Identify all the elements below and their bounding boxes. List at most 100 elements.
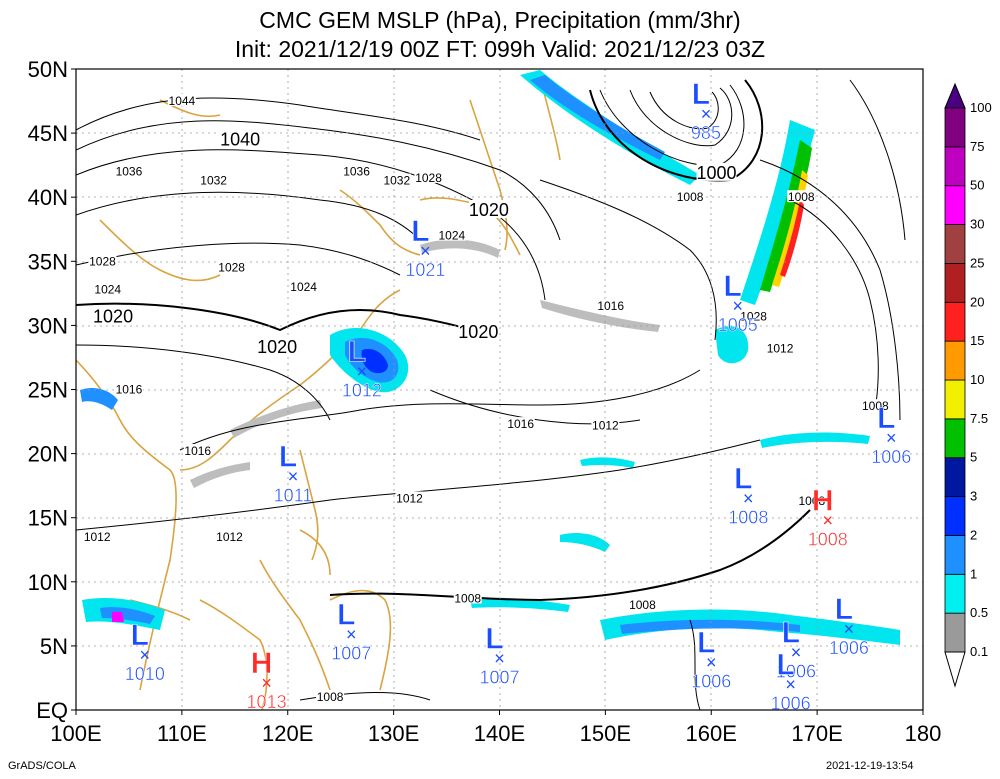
center-x-marker: × xyxy=(357,362,368,382)
isobar-label: 1036 xyxy=(343,165,370,179)
lat-tick-label: 35N xyxy=(28,249,68,274)
low-marker: L xyxy=(279,441,297,474)
pressure-centers: L×985L×1021L×1005L×1012L×1006L×1011L×100… xyxy=(125,78,912,713)
lon-tick-label: 150E xyxy=(580,721,631,746)
isobar-label-bg xyxy=(167,94,196,107)
isobar-label: 1008 xyxy=(798,494,825,508)
high-pressure-center: H×1013 xyxy=(246,647,287,712)
isobar-label: 1016 xyxy=(116,383,143,397)
center-x-marker: × xyxy=(420,241,431,261)
colorbar-level-label: 0.5 xyxy=(970,605,988,620)
lon-tick-label: 170E xyxy=(791,721,842,746)
isobar-label: 1008 xyxy=(862,399,889,413)
center-pressure-value: 1006 xyxy=(829,638,869,658)
isobar-label-bg xyxy=(215,529,244,542)
low-marker: L xyxy=(877,402,895,435)
isobar-label: 1008 xyxy=(454,591,481,605)
colorbar-level-label: 15 xyxy=(970,333,984,348)
colorbar-level-label: 7.5 xyxy=(970,411,988,426)
precip-colorbar: 0.1 0.5 1 2 3 5 7.5 10 15 20 25 30 50 75 100 xyxy=(944,82,992,688)
center-pressure-value: 1006 xyxy=(871,447,911,467)
colorbar-box xyxy=(944,612,966,653)
isobar-label: 1016 xyxy=(597,299,624,313)
low-pressure-center: L×1006 xyxy=(829,593,870,659)
center-x-marker: × xyxy=(822,510,833,530)
center-x-marker: × xyxy=(791,642,802,662)
center-x-marker: × xyxy=(701,104,712,124)
lat-tick-label: 25N xyxy=(28,378,68,403)
isobar-label: 1012 xyxy=(592,418,619,432)
low-marker: L xyxy=(782,616,800,649)
isobar-label-bg xyxy=(696,162,737,181)
lat-tick-label: 45N xyxy=(28,121,68,146)
low-pressure-center: L×1006 xyxy=(871,402,912,468)
isobar-label-bg xyxy=(766,341,795,354)
high-marker: H xyxy=(812,484,834,517)
isobar-label-bg xyxy=(861,399,890,412)
low-marker: L xyxy=(411,215,429,248)
isobar-label-bg xyxy=(257,337,298,356)
center-pressure-value: 1006 xyxy=(691,672,731,692)
center-x-marker: × xyxy=(346,624,357,644)
center-x-marker: × xyxy=(706,653,717,673)
low-pressure-center: L×985 xyxy=(691,78,722,144)
isobar-label-bg xyxy=(114,382,143,395)
colorbar-level-label: 30 xyxy=(970,217,984,232)
colorbar-level-label: 3 xyxy=(970,489,977,504)
low-pressure-center: L×1006 xyxy=(776,616,817,682)
isobar-label: 1028 xyxy=(415,171,442,185)
isobar-label: 1020 xyxy=(257,337,297,357)
isobar-label: 1040 xyxy=(220,130,260,150)
isobar-label: 1020 xyxy=(93,306,133,326)
isobar-label-bg xyxy=(437,228,466,241)
colorbar-box xyxy=(944,496,966,536)
colorbar-box xyxy=(944,224,966,264)
center-x-marker: × xyxy=(844,619,855,639)
isobar-label: 1028 xyxy=(740,309,767,323)
isobar-label-bg xyxy=(458,321,499,340)
isobar-label-bg xyxy=(628,597,657,610)
isobar-label-bg xyxy=(797,494,826,507)
grid-layer xyxy=(76,69,923,710)
isobar-label-bg xyxy=(414,170,443,183)
center-pressure-value: 1008 xyxy=(808,529,848,549)
isobar-label: 1020 xyxy=(469,200,509,220)
colorbar-box xyxy=(944,573,966,614)
low-pressure-center: L×1007 xyxy=(479,622,520,688)
center-pressure-value: 985 xyxy=(691,123,721,143)
center-pressure-value: 1021 xyxy=(405,260,445,280)
center-pressure-value: 1013 xyxy=(247,692,287,712)
colorbar-box xyxy=(944,418,966,459)
center-x-marker: × xyxy=(886,428,897,448)
low-pressure-center: L×1010 xyxy=(125,619,166,685)
center-x-marker: × xyxy=(288,467,299,487)
isobar-label: 1024 xyxy=(439,229,466,243)
lon-tick-label: 100E xyxy=(50,721,101,746)
isobar-label: 1008 xyxy=(317,690,344,704)
center-x-marker: × xyxy=(261,673,272,693)
colorbar-bottom-arrow xyxy=(944,651,966,688)
isobar-label: 1032 xyxy=(383,174,410,188)
low-pressure-center: L×1012 xyxy=(342,335,383,401)
colorbar-box xyxy=(944,107,966,148)
lat-tick-label: 20N xyxy=(28,442,68,467)
isobar-layer xyxy=(76,79,906,710)
center-pressure-value: 1006 xyxy=(771,693,811,713)
lon-tick-label: 140E xyxy=(474,721,525,746)
isobar-label-bg xyxy=(342,164,371,177)
colorbar-level-label: 75 xyxy=(970,139,984,154)
isobar-label-bg xyxy=(739,309,768,322)
colorbar-top-arrow xyxy=(944,82,966,109)
lat-tick-label: EQ xyxy=(36,698,68,723)
low-pressure-center: L×1006 xyxy=(770,648,811,713)
lon-tick-label: 110E xyxy=(157,721,207,746)
isobar-label-bg xyxy=(88,254,117,267)
center-x-marker: × xyxy=(494,649,505,669)
isobar-label: 1044 xyxy=(169,94,196,108)
isobar-label-bg xyxy=(468,200,509,219)
colorbar-level-label: 20 xyxy=(970,294,984,309)
isobar-label: 1016 xyxy=(184,444,211,458)
lon-tick-label: 160E xyxy=(686,721,737,746)
